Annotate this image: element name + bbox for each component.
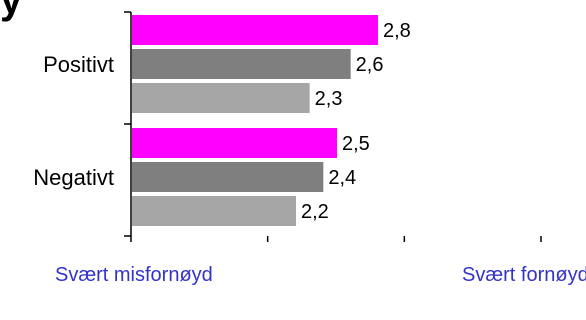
data-label: 2,3: [315, 88, 343, 110]
bar: [132, 15, 378, 45]
bar: [132, 128, 337, 158]
bar: [132, 83, 310, 113]
bar: [132, 196, 296, 226]
data-label: 2,4: [328, 167, 356, 189]
data-label: 2,2: [301, 201, 329, 223]
category-label: Negativt: [33, 165, 114, 190]
bar: [132, 49, 351, 79]
data-label: 2,8: [383, 20, 411, 42]
data-label: 2,6: [356, 54, 384, 76]
title-fragment: y: [0, 0, 23, 22]
bar: [132, 162, 324, 192]
data-label: 2,5: [342, 133, 370, 155]
x-axis-max-label: Svært fornøyd: [462, 264, 586, 286]
x-axis-min-label: Svært misfornøyd: [55, 264, 213, 286]
category-label: Positivt: [43, 52, 114, 77]
